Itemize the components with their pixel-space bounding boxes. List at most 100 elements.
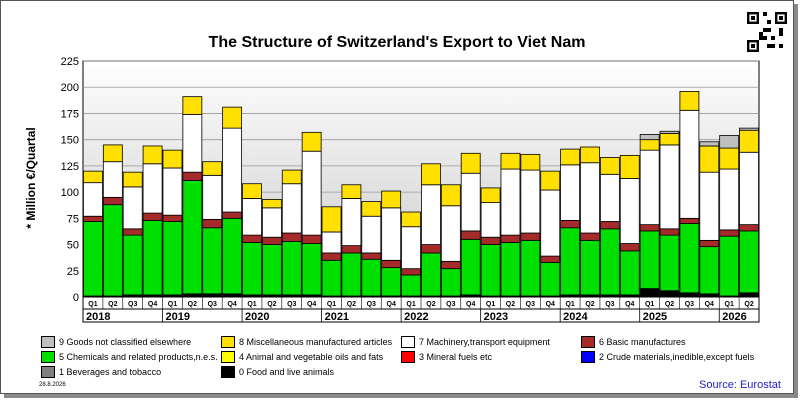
bar-segment (739, 127, 759, 131)
bar-segment (739, 151, 759, 226)
legend-label: 4 Animal and vegetable oils and fats (239, 352, 384, 362)
bar-segment (719, 168, 740, 231)
bar-segment (659, 144, 680, 230)
bar-segment (242, 198, 262, 236)
x-tick-label: Q2 (426, 301, 435, 308)
x-tick-label: Q3 (446, 301, 455, 308)
bar-segment (361, 215, 382, 254)
x-tick-label: Q3 (605, 301, 614, 308)
chart-frame: The Structure of Switzerland's Export to… (0, 0, 794, 394)
x-tick-label: Q2 (108, 301, 117, 308)
bar-segment (460, 238, 481, 296)
bar-segment (719, 229, 740, 237)
bar-segment (301, 131, 322, 152)
bar-segment (739, 230, 759, 294)
y-tick-label: 0 (73, 292, 79, 304)
x-tick-label: Q4 (227, 301, 236, 308)
bar-segment (83, 221, 103, 297)
x-tick-label: Q3 (128, 301, 137, 308)
bar-segment (560, 148, 581, 166)
bar-segment (440, 205, 461, 262)
legend-label: 1 Beverages and tobacco (59, 367, 162, 377)
bar-segment (341, 245, 362, 254)
bar-segment (401, 274, 421, 297)
bar-segment (421, 163, 441, 186)
legend-label: 9 Goods not classified elsewhere (59, 337, 192, 347)
x-tick-label: Q2 (585, 301, 594, 308)
legend-item: 5 Chemicals and related products,n.e.s. (41, 351, 218, 363)
bar-segment (500, 152, 521, 170)
bar-segment (719, 135, 740, 149)
bar-segment (102, 161, 123, 198)
x-tick-label: Q3 (367, 301, 376, 308)
bar-segment (301, 150, 322, 236)
bar-segment (242, 183, 262, 199)
bar-segment (619, 243, 640, 252)
bar-segment (480, 187, 501, 204)
x-tick-label: Q4 (466, 301, 475, 308)
bar-segment (341, 184, 362, 199)
bar-segment (421, 184, 441, 245)
bar-segment (440, 268, 461, 297)
bar-segment (679, 292, 700, 298)
bar-segment (401, 226, 421, 270)
bar-segment (560, 164, 581, 221)
bar-segment (739, 224, 759, 232)
bar-segment (460, 172, 481, 232)
legend-item: 4 Animal and vegetable oils and fats (221, 351, 383, 363)
bar-segment (122, 171, 143, 188)
bar-segment (162, 167, 183, 216)
bar-segment (619, 154, 640, 179)
bar-segment (540, 170, 561, 191)
bar-segment (242, 242, 262, 296)
x-tick-label: Q4 (546, 301, 555, 308)
bar-segment (361, 201, 382, 217)
bar-segment (261, 207, 282, 238)
bar-segment (242, 234, 262, 243)
bar-segment (580, 146, 600, 164)
legend-swatch (401, 351, 415, 363)
x-tick-label: Q2 (267, 301, 276, 308)
y-tick-label: 50 (67, 240, 79, 252)
legend-label: 3 Mineral fuels etc (419, 352, 493, 362)
bar-segment (261, 199, 282, 209)
bar-segment (142, 220, 163, 296)
x-tick-label: Q4 (148, 301, 157, 308)
bar-segment (639, 288, 660, 298)
bar-segment (659, 132, 680, 146)
legend-label: 8 Miscellaneous manufactured articles (239, 337, 393, 347)
bar-segment (102, 204, 123, 297)
bar-segment (321, 252, 342, 261)
y-tick-label: 150 (61, 135, 79, 147)
bar-segment (261, 244, 282, 296)
bar-segment (202, 161, 223, 176)
legend: 9 Goods not classified elsewhere 8 Miscel… (41, 336, 761, 386)
year-label: 2023 (484, 311, 508, 323)
bar-segment (520, 169, 541, 234)
bar-segment (599, 221, 620, 230)
legend-item: 8 Miscellaneous manufactured articles (221, 336, 392, 348)
year-label: 2026 (722, 311, 746, 323)
bar-segment (321, 259, 342, 297)
bar-segment (361, 258, 382, 297)
bar-segment (341, 252, 362, 297)
bar-segment (500, 242, 521, 297)
legend-item: 0 Food and live animals (221, 366, 334, 378)
x-tick-label: Q2 (744, 301, 753, 308)
y-tick-label: 125 (61, 161, 79, 173)
x-tick-label: Q2 (665, 301, 674, 308)
y-tick-label: 200 (61, 82, 79, 94)
year-label: 2021 (325, 311, 349, 323)
bar-segment (202, 174, 223, 220)
bar-segment (301, 234, 322, 244)
year-label: 2019 (166, 311, 190, 323)
source-label: Source: Eurostat (699, 379, 781, 391)
bar-segment (401, 268, 421, 276)
bar-segment (619, 250, 640, 296)
bar-segment (281, 183, 302, 234)
legend-label: 7 Machinery,transport equipment (419, 337, 550, 347)
year-axis-box (82, 308, 760, 323)
year-label: 2018 (86, 311, 110, 323)
bar-segment (580, 162, 600, 234)
bar-segment (261, 236, 282, 245)
